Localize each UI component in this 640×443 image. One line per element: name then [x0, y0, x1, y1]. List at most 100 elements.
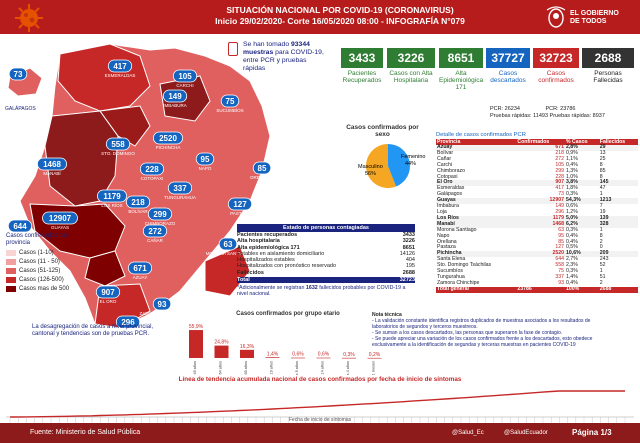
province-name: GUAYAS — [51, 225, 69, 230]
states-title: Estado de personas contagiadas — [237, 224, 415, 232]
province-name: MORONA SANTIAGO — [206, 251, 251, 256]
age-bar — [189, 330, 203, 358]
province-name: TUNGURAHUA — [164, 195, 196, 200]
age-bar — [265, 357, 280, 358]
province-value: 2520 — [159, 134, 177, 143]
table-row: Morona Santiago 63 0,3% 1 — [437, 226, 603, 233]
state-row: Estables en aislamiento domiciliario 1412… — [237, 250, 415, 257]
trend-xlabel: Fecha de inicio de síntomas — [288, 417, 352, 423]
age-category: de 20 a 49 años — [193, 361, 197, 375]
col-pct: % Casos — [564, 139, 599, 145]
province-marker: 558 STO. DOMINGO — [101, 137, 135, 156]
province-value: 1468 — [43, 160, 61, 169]
province-marker: 95 NAPO — [195, 152, 215, 171]
subtitle-text: Inicio 29/02/2020- Corte 16/05/2020 08:0… — [215, 16, 465, 26]
province-marker: 299 CHIMBORAZO — [145, 207, 176, 226]
masculino-pct: 56% — [365, 171, 376, 177]
age-bar-label: 0,3% — [343, 352, 355, 358]
province-marker: 105 CARCHI — [172, 69, 198, 88]
age-bar-label: 0,2% — [369, 352, 381, 358]
province-value: 63 — [224, 240, 233, 249]
legend-item: Casos (1-10) — [6, 249, 86, 257]
table-row: Imbabura 149 0,6% 7 — [437, 203, 603, 210]
province-name: ESMERALDAS — [105, 73, 136, 78]
age-category: de 5 a 9 años — [295, 361, 299, 375]
province-name: IMBABURA — [163, 103, 187, 108]
logo-line-1: EL GOBIERNO — [570, 10, 619, 17]
trend-line — [10, 390, 625, 418]
state-row: Fallecidos 2688 — [237, 269, 415, 276]
province-marker: 296 LOJA — [115, 315, 141, 334]
masculino-label: Masculino — [358, 164, 383, 170]
province-value: 105 — [178, 72, 192, 81]
legend-item: Casos mas de 500 — [6, 285, 86, 293]
table-row: Cotopaxi 228 1,0% 8 — [437, 173, 603, 180]
stat-descartados: 37727 Casos descartados — [486, 48, 530, 84]
footer-handle-2[interactable]: @SaludEcuador — [504, 430, 548, 436]
age-bar-label: 1,4% — [267, 351, 279, 357]
page-number: Página 1/3 — [572, 428, 612, 437]
province-shape — [99, 105, 151, 147]
province-name: MANABÍ — [43, 170, 61, 176]
province-value: 95 — [201, 155, 210, 164]
province-name: EL ORO — [100, 299, 117, 304]
province-name: ORELLANA — [250, 175, 274, 180]
table-row: Tungurahua 337 1,4% 51 — [437, 273, 606, 280]
col-confirmados: Confirmados — [516, 139, 565, 145]
page-title: SITUACIÓN NACIONAL POR COVID-19 (CORONAV… — [150, 5, 530, 27]
stat-hospitalaria: 3226 Casos con Alta Hospitalaria — [387, 48, 435, 84]
province-value: 228 — [145, 165, 159, 174]
province-name: CAÑAR — [147, 237, 164, 243]
province-marker: 149 IMBABURA — [162, 89, 188, 108]
age-bar — [214, 345, 229, 358]
province-shape — [84, 250, 126, 287]
states-total-row: Total 32723 — [237, 277, 415, 284]
province-marker: 12907 GUAYAS — [42, 211, 78, 230]
legend-item: Casos (51-125) — [6, 267, 86, 275]
legend-title: Casos confirmados por provincia — [6, 233, 68, 246]
age-category: más de 65 años — [244, 361, 248, 375]
table-row: Manabí 1468 6,2% 328 — [436, 221, 638, 228]
age-category: de 1 a 4 años — [346, 361, 350, 375]
footer-handle-1[interactable]: @Salud_Ec — [452, 430, 484, 436]
table-row: Santa Elena 644 2,7% 243 — [437, 256, 609, 263]
province-value: 671 — [133, 264, 147, 273]
province-name: STO. DOMINGO — [101, 151, 135, 156]
legend-swatch — [6, 259, 16, 265]
age-category: de 15 a 19 años — [270, 361, 274, 375]
technical-note-title: Nota técnica — [372, 312, 402, 318]
test-tube-icon — [228, 42, 238, 56]
age-bar — [316, 357, 331, 359]
province-name: SANTA ELENA — [5, 233, 35, 238]
sex-chart-title: Casos confirmados por sexo — [346, 124, 419, 138]
age-chart-title: Casos confirmados por grupo etario — [236, 311, 340, 317]
province-marker: 2520 PICHINCHA — [152, 131, 183, 150]
table-row: Esmeraldas 417 1,8% 47 — [437, 185, 606, 192]
stat-fallecidos: 2688 Personas Fallecidas — [582, 48, 634, 84]
femenino-pct: 44% — [405, 161, 416, 167]
stat-confirmados: 32723 Casos confirmados — [533, 48, 579, 84]
province-name: LOS RÍOS — [101, 202, 122, 208]
legend-swatch — [6, 286, 16, 292]
coat-of-arms-icon — [546, 6, 566, 28]
footer-source: Fuente: Ministerio de Salud Pública — [30, 429, 141, 436]
technical-note: Nota técnica - La validación constante i… — [372, 312, 593, 348]
stat-recuperados: 3433 Pacientes Recuperados — [341, 48, 383, 84]
province-value: 272 — [148, 227, 162, 236]
province-name: SUCUMBÍOS — [216, 107, 243, 113]
table-row: Sucumbíos 75 0,3% 1 — [437, 268, 603, 275]
table-row: Pichincha 2520 10,6% 209 — [436, 250, 638, 258]
province-value: 417 — [113, 62, 127, 71]
table-total-row: Total general 23786 100% 2688 — [436, 286, 638, 293]
col-provincia: Provincia — [436, 139, 517, 145]
table-row: Orellana 85 0,4% 2 — [437, 238, 603, 245]
table-row: Galápagos 73 0,3% 1 — [437, 191, 603, 198]
sex-pie-chart: Masculino 56% Femenino 44% — [358, 144, 425, 188]
province-value: 93 — [158, 300, 167, 309]
age-bar-label: 0,6% — [318, 352, 330, 358]
province-value: 644 — [13, 222, 27, 231]
province-value: 149 — [168, 92, 182, 101]
province-value: 296 — [121, 318, 135, 327]
